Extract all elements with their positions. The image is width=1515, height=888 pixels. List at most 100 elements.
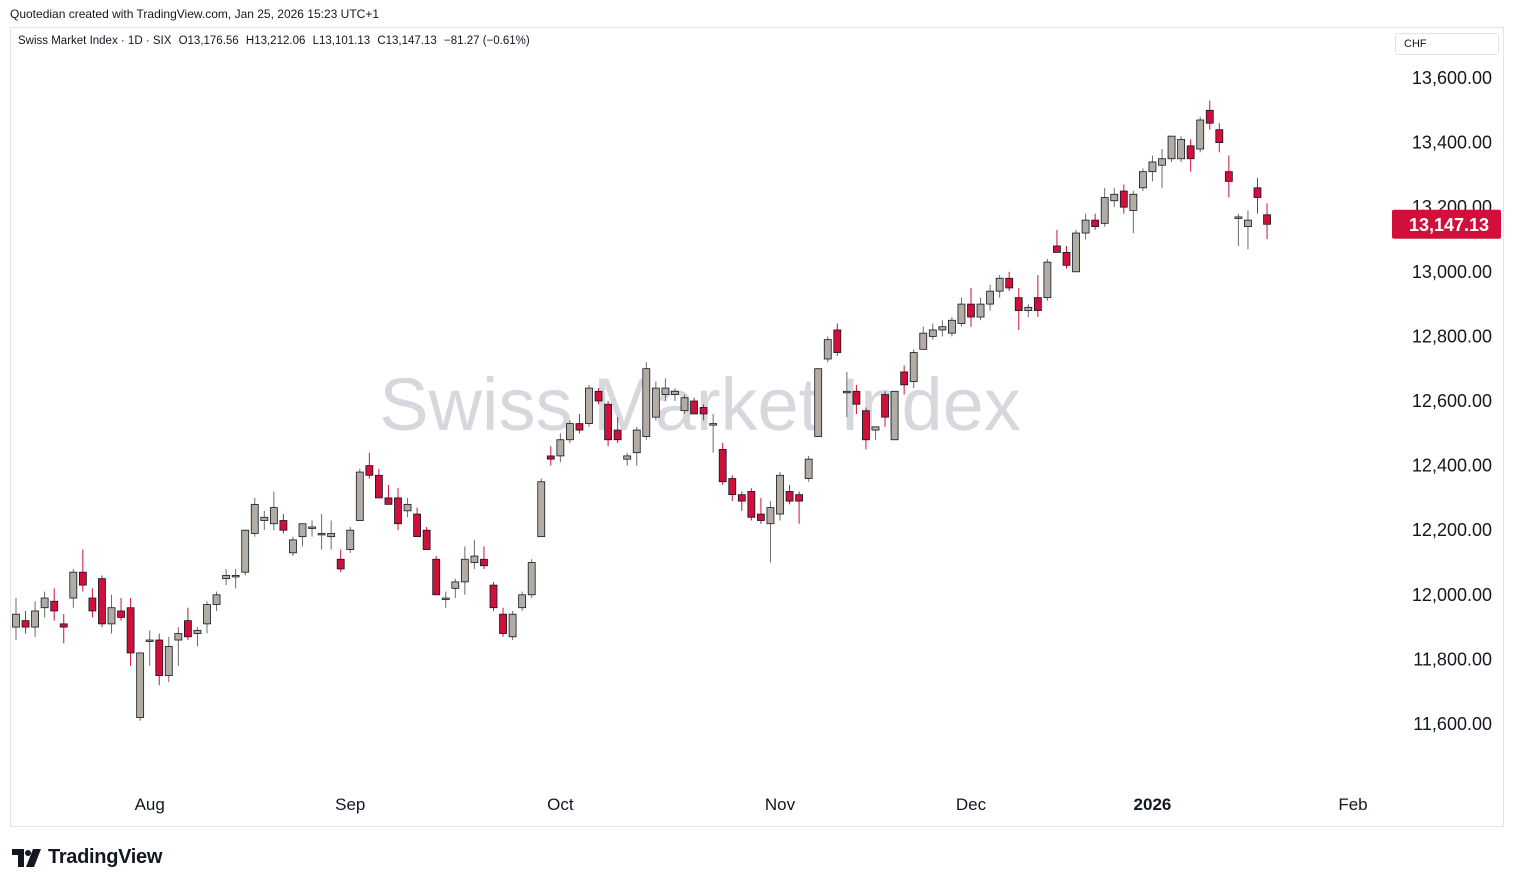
candle xyxy=(718,442,727,485)
candle xyxy=(40,591,49,618)
candle-body xyxy=(1043,261,1052,299)
candle-body xyxy=(98,578,106,625)
price-tick-label: 12,200.00 xyxy=(1412,520,1492,540)
candle-body xyxy=(928,329,937,337)
price-tick-label: 12,800.00 xyxy=(1412,326,1492,346)
candle xyxy=(174,627,183,666)
candle xyxy=(1224,155,1233,198)
candle-body xyxy=(470,555,479,563)
candle xyxy=(604,401,612,447)
candle xyxy=(365,452,374,479)
time-axis[interactable]: Aug Sep Oct Nov Dec 2026 Feb xyxy=(135,795,1368,814)
time-tick-label: Aug xyxy=(135,795,165,814)
candle xyxy=(451,578,460,599)
candle xyxy=(145,630,154,666)
price-tick-label: 12,600.00 xyxy=(1412,391,1492,411)
candle xyxy=(269,491,278,531)
candle xyxy=(384,484,393,505)
tradingview-logo-text: TradingView xyxy=(48,846,163,868)
candle-body xyxy=(260,516,269,521)
candle xyxy=(900,365,909,395)
price-axis[interactable]: 13,600.0013,400.0013,200.0013,000.0012,8… xyxy=(1412,68,1492,734)
candle xyxy=(460,546,469,595)
high-value: H13,212.06 xyxy=(245,35,306,47)
candle-body xyxy=(585,387,593,425)
candle xyxy=(1215,123,1224,153)
symbol-title[interactable]: Swiss Market Index · 1D · SIX xyxy=(18,35,172,47)
candle-body xyxy=(1234,216,1243,219)
time-tick-label: Nov xyxy=(765,795,796,814)
candle-body xyxy=(995,277,1004,292)
candle xyxy=(871,426,880,440)
candle xyxy=(241,529,250,576)
tradingview-logo-icon xyxy=(12,848,41,867)
candle-body xyxy=(183,620,192,638)
time-tick-label: 2026 xyxy=(1134,795,1172,814)
symbol-watermark: Swiss Market Index xyxy=(379,363,1021,446)
candle xyxy=(699,404,708,421)
candle-body xyxy=(881,394,889,418)
candle-body xyxy=(537,481,546,538)
candle-body xyxy=(193,629,202,634)
candle-body xyxy=(1148,161,1157,173)
candle-body xyxy=(1196,119,1205,150)
chart-frame xyxy=(10,27,1504,827)
low-value: L13,101.13 xyxy=(312,35,371,47)
candle-body xyxy=(957,303,966,324)
candle xyxy=(50,588,59,621)
price-tick-label: 12,400.00 xyxy=(1412,456,1492,476)
candle xyxy=(728,475,737,502)
candle xyxy=(671,388,679,401)
candle xyxy=(1234,213,1243,246)
candle xyxy=(298,523,307,547)
candle xyxy=(623,452,632,466)
candle-body xyxy=(69,571,78,599)
candle xyxy=(737,491,746,511)
last-price-tag: 13,147.13 xyxy=(1392,209,1501,239)
candle-body xyxy=(451,581,460,589)
candle-body xyxy=(413,513,422,538)
candle xyxy=(422,526,431,550)
candle-body xyxy=(1062,252,1071,266)
candle xyxy=(164,636,173,683)
candle-body xyxy=(776,474,784,515)
candle xyxy=(21,610,30,634)
candle-body xyxy=(1119,190,1128,208)
candle-body xyxy=(1263,214,1271,225)
candle-body xyxy=(145,639,154,642)
candle xyxy=(432,556,441,596)
candle-body xyxy=(699,407,708,415)
price-tick-label: 12,000.00 xyxy=(1412,585,1492,605)
candle-body xyxy=(250,503,259,534)
candle xyxy=(69,568,78,608)
candle-body xyxy=(623,455,632,460)
candle-body xyxy=(642,368,651,437)
candle xyxy=(1186,139,1195,172)
last-price-tag-bg xyxy=(1392,209,1501,239)
price-tick-label: 13,000.00 xyxy=(1412,262,1492,282)
candle-body xyxy=(1053,245,1061,253)
candle-body xyxy=(269,507,278,525)
time-tick-label: Oct xyxy=(547,795,574,814)
candle xyxy=(183,607,192,641)
candle-body xyxy=(575,423,584,431)
candle-body xyxy=(1158,158,1166,166)
candle xyxy=(747,488,756,521)
tradingview-logo[interactable]: TradingView xyxy=(12,846,162,869)
candle-body xyxy=(718,449,727,483)
price-tick-label: 13,400.00 xyxy=(1412,133,1492,153)
candle-body xyxy=(862,410,870,441)
candle-body xyxy=(212,594,221,605)
candle xyxy=(1005,271,1014,292)
candle-body xyxy=(1024,306,1033,311)
candle xyxy=(78,549,87,592)
candle-body xyxy=(728,478,737,496)
candle-body xyxy=(480,558,488,567)
candle xyxy=(1253,178,1262,214)
candle xyxy=(31,601,40,637)
currency-selector[interactable]: CHF xyxy=(1395,33,1499,55)
candle-body xyxy=(317,533,326,536)
candle-body xyxy=(222,575,231,580)
candle xyxy=(1263,203,1271,240)
